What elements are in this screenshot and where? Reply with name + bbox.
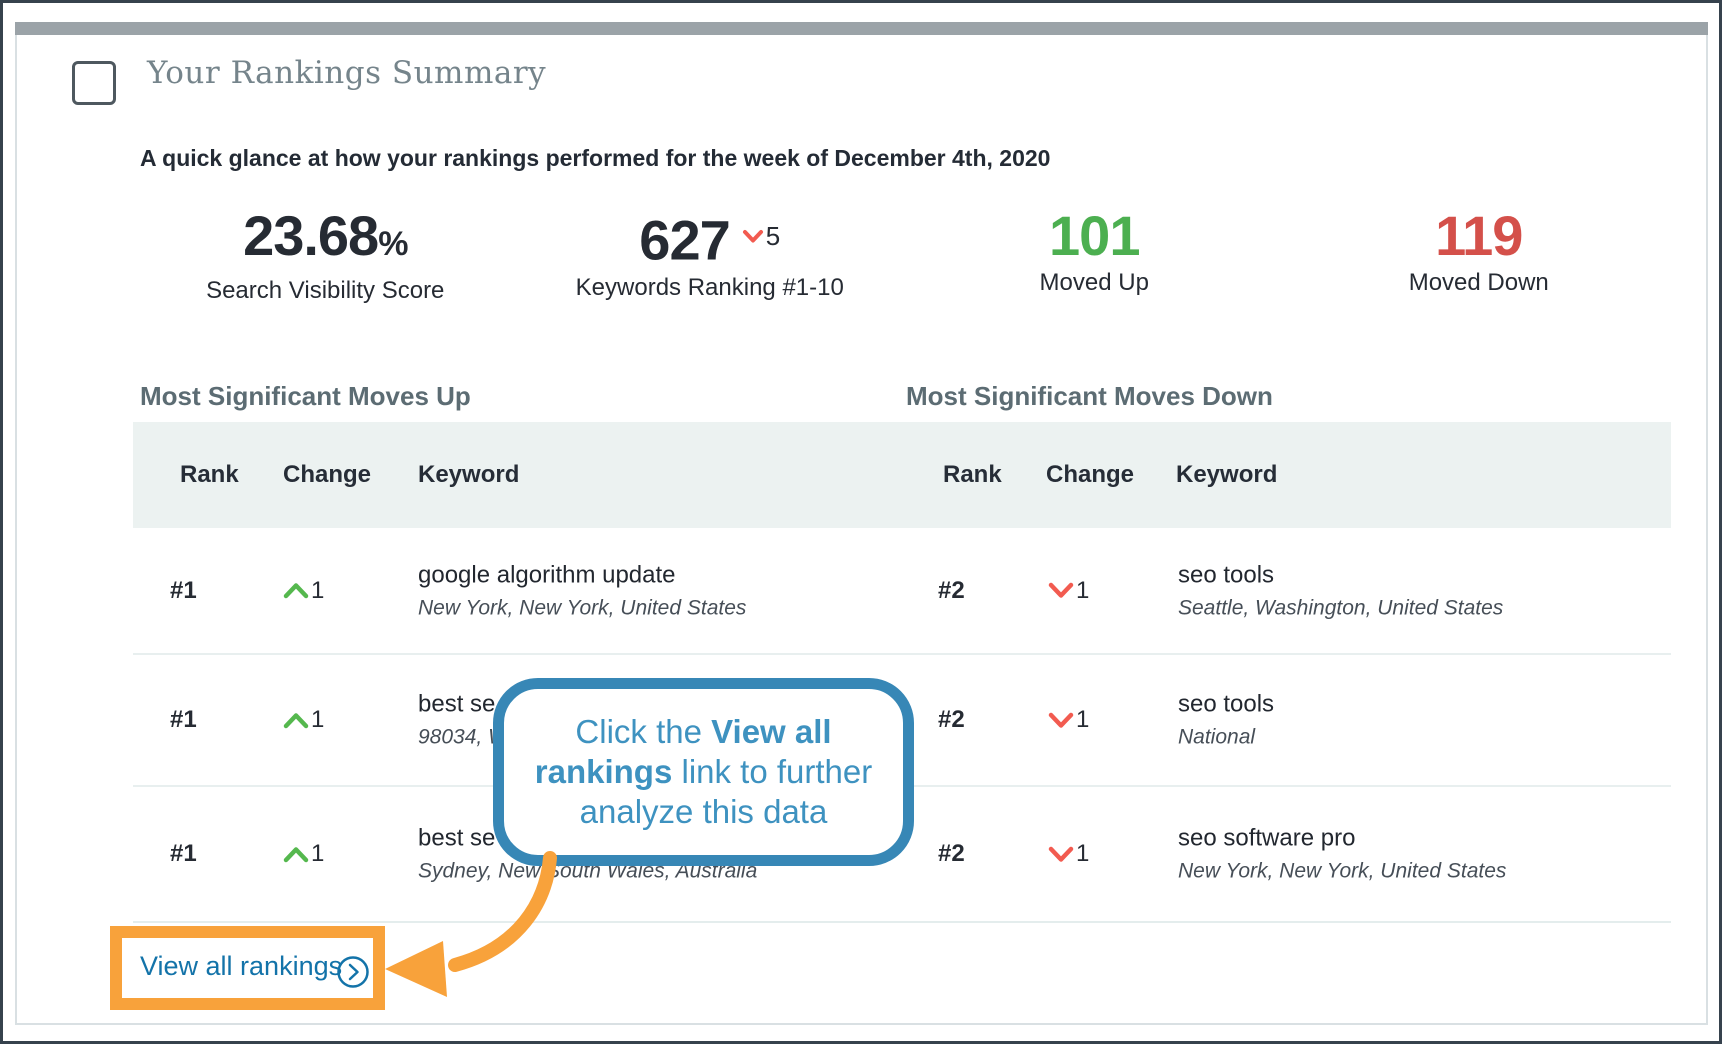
- moves-down-heading: Most Significant Moves Down: [906, 381, 1273, 411]
- rank-value: #1: [170, 576, 197, 604]
- change-value: 1: [1048, 577, 1089, 605]
- rank-value: #2: [938, 840, 965, 867]
- chevron-up-icon: [283, 583, 309, 599]
- keyword: seo tools: [1178, 690, 1275, 718]
- change-number: 1: [311, 576, 325, 604]
- change-number: 1: [311, 706, 325, 733]
- change-number: 1: [1076, 840, 1090, 867]
- col-header-rank: Rank: [943, 461, 1002, 488]
- summary-checkbox[interactable]: [72, 61, 116, 105]
- metric-value: 101: [1049, 204, 1140, 267]
- metrics-row: 23.68% Search Visibility Score 627 5 Keyw…: [133, 207, 1671, 305]
- metric-moved-down: 119 Moved Down: [1287, 207, 1672, 305]
- keyword: best se: [418, 690, 496, 718]
- rank-value: #1: [170, 706, 197, 733]
- metric-moved-up: 101 Moved Up: [902, 207, 1287, 305]
- annotation-highlight-box: [110, 926, 385, 1010]
- keyword-location: Seattle, Washington, United States: [1178, 595, 1504, 619]
- page-title: Your Rankings Summary: [147, 55, 547, 91]
- keyword: seo software pro: [1178, 824, 1356, 852]
- chevron-down-icon: [1048, 846, 1074, 862]
- chevron-up-icon: [283, 846, 309, 862]
- keyword-cell: seo software pro New York, New York, Unit…: [1178, 823, 1506, 884]
- keyword: seo tools: [1178, 560, 1275, 588]
- moves-up-heading: Most Significant Moves Up: [140, 381, 471, 411]
- metric-value: 119: [1435, 204, 1523, 267]
- metric-label: Moved Down: [1408, 269, 1549, 296]
- keyword-cell: seo tools Seattle, Washington, United Sta…: [1178, 560, 1503, 621]
- metric-number: 23.68: [243, 204, 379, 267]
- change-value: 1: [283, 840, 324, 868]
- keyword-cell: seo tools National: [1178, 689, 1274, 750]
- col-header-keyword: Keyword: [1176, 461, 1278, 488]
- change-number: 1: [1076, 576, 1090, 604]
- change-value: 1: [1048, 706, 1089, 734]
- keyword-location: National: [1178, 725, 1256, 749]
- metric-label: Keywords Ranking #1-10: [575, 273, 844, 301]
- change-number: 1: [311, 840, 325, 867]
- metric-number: 627: [639, 208, 730, 272]
- change-value: 1: [283, 577, 324, 605]
- keyword-location: New York, New York, United States: [418, 595, 747, 619]
- callout-line3: analyze this data: [579, 793, 828, 830]
- metric-delta: 5: [742, 207, 780, 265]
- table-header-band: Rank Change Keyword Rank Change Keyword: [133, 422, 1671, 528]
- rank-value: #2: [938, 706, 965, 733]
- chevron-up-icon: [283, 712, 309, 728]
- keyword-location: 98034, W: [418, 725, 508, 749]
- metric-value: 23.68%: [133, 207, 518, 273]
- keyword: best se: [418, 824, 496, 852]
- circle-chevron-right-icon[interactable]: [336, 955, 370, 994]
- annotation-callout-bubble: Click the View all rankings link to furt…: [493, 678, 914, 866]
- callout-line2-bold: rankings: [534, 753, 673, 790]
- col-header-change: Change: [283, 461, 372, 488]
- col-header-keyword: Keyword: [418, 461, 520, 488]
- rank-value: #1: [170, 840, 197, 867]
- summary-subtitle: A quick glance at how your rankings perf…: [140, 145, 1051, 171]
- col-header-change: Change: [1046, 461, 1135, 488]
- table-row: #1 1 google algorithm update New York, Ne…: [133, 528, 1671, 655]
- metric-value: 627 5: [518, 207, 903, 270]
- change-value: 1: [283, 706, 324, 734]
- keyword: google algorithm update: [418, 560, 676, 588]
- metric-suffix: %: [378, 225, 408, 263]
- chevron-down-icon: [1048, 712, 1074, 728]
- callout-line2-post: link to further: [672, 753, 873, 790]
- callout-line1-bold: View all: [711, 713, 832, 750]
- keyword-cell: best se 98034, W: [418, 689, 508, 750]
- metric-label: Search Visibility Score: [206, 277, 445, 304]
- keyword-location: New York, New York, United States: [1178, 859, 1507, 883]
- delta-number: 5: [765, 221, 781, 251]
- chevron-down-icon: [742, 229, 763, 242]
- metric-label: Moved Up: [1039, 269, 1149, 296]
- metric-keywords-ranking: 627 5 Keywords Ranking #1-10: [518, 207, 903, 305]
- callout-line1-pre: Click the: [575, 713, 712, 750]
- chevron-down-icon: [1048, 582, 1074, 598]
- card-top-accent-bar: [15, 22, 1708, 35]
- change-number: 1: [1076, 706, 1090, 733]
- callout-text: Click the View all rankings link to furt…: [535, 712, 872, 832]
- rank-value: #2: [938, 576, 965, 604]
- col-header-rank: Rank: [180, 461, 239, 488]
- keyword-cell: google algorithm update New York, New Yor…: [418, 560, 746, 621]
- curved-arrow-left-icon: [385, 851, 557, 997]
- change-value: 1: [1048, 840, 1089, 868]
- metric-search-visibility: 23.68% Search Visibility Score: [133, 207, 518, 305]
- view-all-rankings-link[interactable]: View all rankings: [140, 951, 343, 981]
